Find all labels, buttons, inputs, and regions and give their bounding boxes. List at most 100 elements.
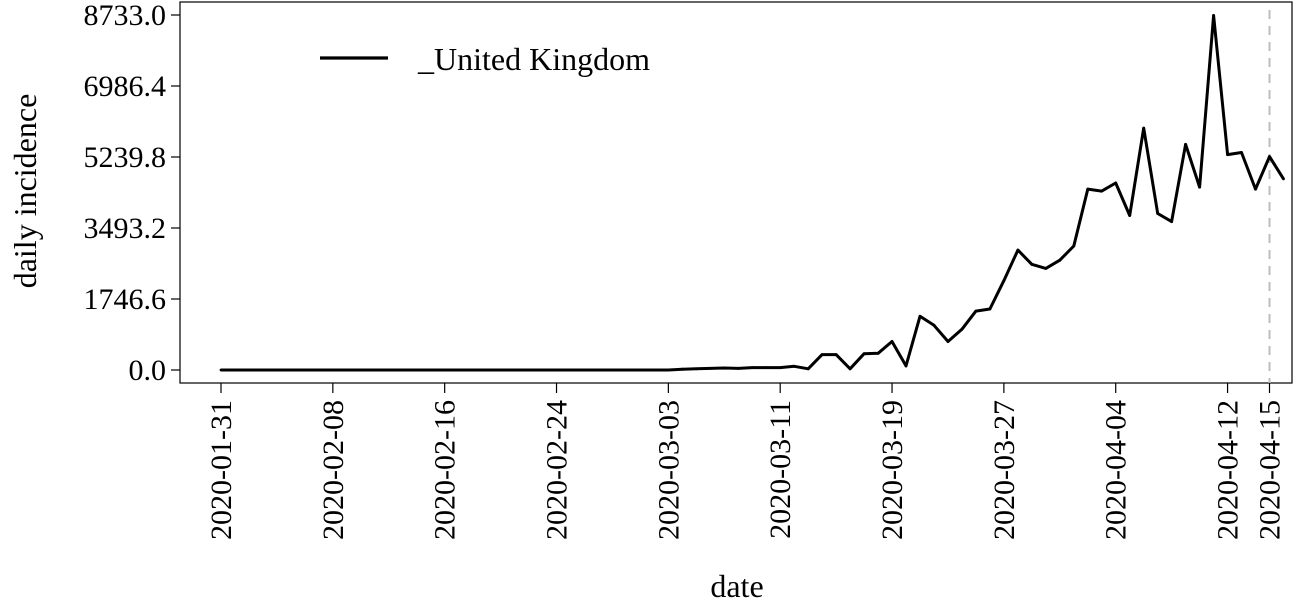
data-point (1282, 177, 1285, 181)
data-point (471, 368, 474, 372)
data-point (261, 368, 265, 372)
data-point (247, 368, 251, 372)
data-point (890, 340, 894, 343)
series-points (219, 14, 1285, 372)
data-point (1114, 181, 1118, 185)
data-point (778, 366, 782, 369)
data-point (1198, 185, 1201, 189)
data-point (722, 366, 726, 370)
y-tick-label: 1746.6 (84, 283, 167, 316)
data-point (429, 368, 433, 372)
x-tick-label: 2020-03-19 (876, 400, 909, 540)
data-point (1212, 14, 1215, 17)
data-point (848, 367, 852, 371)
data-point (597, 368, 600, 372)
data-point (653, 368, 656, 372)
data-point (555, 368, 558, 372)
data-point (1128, 214, 1132, 217)
data-point (401, 368, 405, 372)
y-tick-label: 6986.4 (84, 70, 167, 103)
data-point (988, 307, 992, 311)
data-point (1184, 143, 1187, 146)
data-point (1016, 248, 1020, 252)
data-point (1030, 262, 1034, 266)
data-point (387, 368, 391, 372)
data-point (820, 353, 824, 356)
y-tick-label: 5239.8 (84, 141, 167, 174)
data-point (569, 368, 572, 372)
data-point (219, 368, 223, 372)
x-tick-label: 2020-01-31 (205, 400, 238, 540)
data-point (1072, 244, 1076, 248)
data-point (806, 367, 810, 371)
data-point (275, 368, 279, 372)
x-axis: 2020-01-31 2020-02-08 2020-02-16 2020-02-24… (205, 383, 1287, 540)
data-point (331, 368, 335, 372)
data-point (1142, 126, 1146, 130)
data-point (1254, 187, 1257, 191)
x-tick-label: 2020-03-11 (764, 400, 797, 539)
data-point (946, 340, 950, 343)
x-axis-title: date (710, 568, 763, 600)
data-point (625, 368, 628, 372)
x-tick-label: 2020-03-03 (652, 400, 685, 540)
data-point (792, 364, 796, 368)
data-point (1100, 189, 1104, 193)
x-tick-label: 2020-04-15 (1254, 400, 1287, 540)
data-point (345, 368, 349, 372)
y-axis-title: daily incidence (7, 94, 43, 289)
data-point (1058, 258, 1062, 262)
data-point (918, 314, 922, 318)
data-point (611, 368, 614, 372)
data-point (541, 368, 544, 372)
data-point (667, 368, 670, 372)
data-point (415, 368, 419, 372)
data-point (457, 368, 461, 372)
data-point (834, 353, 838, 356)
data-point (764, 366, 768, 369)
legend-label: _United Kingdom (417, 41, 650, 77)
legend: _United Kingdom (320, 41, 650, 77)
data-point (1086, 187, 1090, 191)
x-tick-label: 2020-02-08 (317, 400, 350, 540)
data-point (527, 368, 530, 372)
data-point (1002, 279, 1006, 282)
x-tick-label: 2020-04-12 (1212, 400, 1245, 540)
plot-frame (179, 1, 1293, 384)
data-point (708, 367, 712, 370)
data-point (1240, 151, 1243, 154)
y-axis: 0.0 1746.6 3493.2 5239.8 6986.4 8733.0 (84, 0, 180, 387)
data-point (1156, 212, 1160, 215)
data-point (233, 368, 237, 372)
data-point (974, 309, 978, 313)
x-tick-label: 2020-04-04 (1100, 400, 1133, 540)
x-tick-label: 2020-02-16 (429, 400, 462, 540)
data-point (1170, 220, 1173, 224)
data-point (499, 368, 502, 372)
y-tick-label: 0.0 (129, 354, 167, 387)
data-point (750, 366, 754, 369)
data-point (904, 364, 908, 368)
data-point (485, 368, 488, 372)
data-point (694, 367, 698, 371)
data-point (932, 323, 936, 327)
series-line-united-kingdom (221, 14, 1285, 372)
data-point (289, 368, 293, 372)
data-point (583, 368, 586, 372)
y-tick-label: 3493.2 (84, 212, 167, 245)
y-tick-label: 8733.0 (84, 0, 167, 32)
data-point (513, 368, 516, 372)
x-tick-label: 2020-02-24 (541, 400, 574, 540)
data-point (359, 368, 363, 372)
data-point (862, 352, 866, 356)
data-point (373, 368, 377, 372)
data-point (876, 351, 880, 355)
data-point (303, 368, 307, 372)
data-point (1044, 267, 1048, 270)
data-point (639, 368, 642, 372)
data-point (680, 367, 684, 371)
data-point (317, 368, 321, 372)
x-tick-label: 2020-03-27 (988, 400, 1021, 540)
data-point (1226, 153, 1229, 157)
